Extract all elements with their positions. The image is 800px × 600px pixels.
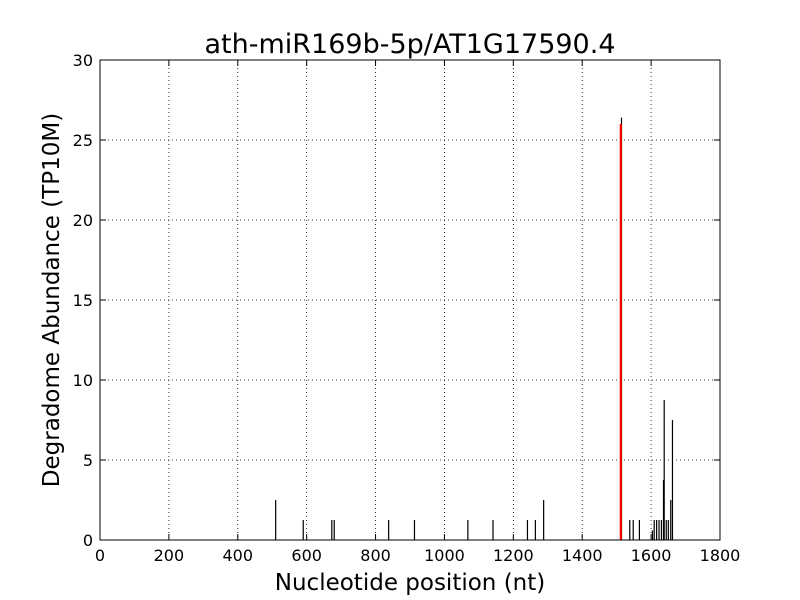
y-tick-label: 15 bbox=[73, 291, 93, 310]
x-tick-label: 1400 bbox=[562, 546, 603, 565]
y-tick-label: 20 bbox=[73, 211, 93, 230]
y-tick-label: 5 bbox=[83, 451, 93, 470]
x-tick-label: 1000 bbox=[424, 546, 465, 565]
x-tick-label: 0 bbox=[95, 546, 105, 565]
y-tick-label: 25 bbox=[73, 131, 93, 150]
chart-title: ath-miR169b-5p/AT1G17590.4 bbox=[205, 29, 616, 60]
y-tick-label: 10 bbox=[73, 371, 93, 390]
x-axis: 0 200 400 600 800 1000 1200 1400 1600 1800 bbox=[95, 60, 740, 565]
x-axis-label: Nucleotide position (nt) bbox=[275, 570, 545, 596]
x-tick-label: 200 bbox=[154, 546, 185, 565]
x-tick-label: 600 bbox=[291, 546, 322, 565]
y-axis-label: Degradome Abundance (TP10M) bbox=[39, 113, 65, 487]
bars-group bbox=[275, 117, 674, 540]
x-tick-label: 1200 bbox=[493, 546, 534, 565]
y-tick-label: 30 bbox=[73, 51, 93, 70]
x-tick-label: 1800 bbox=[700, 546, 741, 565]
x-tick-label: 1600 bbox=[631, 546, 672, 565]
x-tick-label: 400 bbox=[223, 546, 254, 565]
grid-lines bbox=[100, 60, 720, 540]
y-tick-label: 0 bbox=[83, 531, 93, 550]
y-axis: 0 5 10 15 20 25 30 bbox=[73, 51, 720, 550]
x-tick-label: 800 bbox=[360, 546, 391, 565]
